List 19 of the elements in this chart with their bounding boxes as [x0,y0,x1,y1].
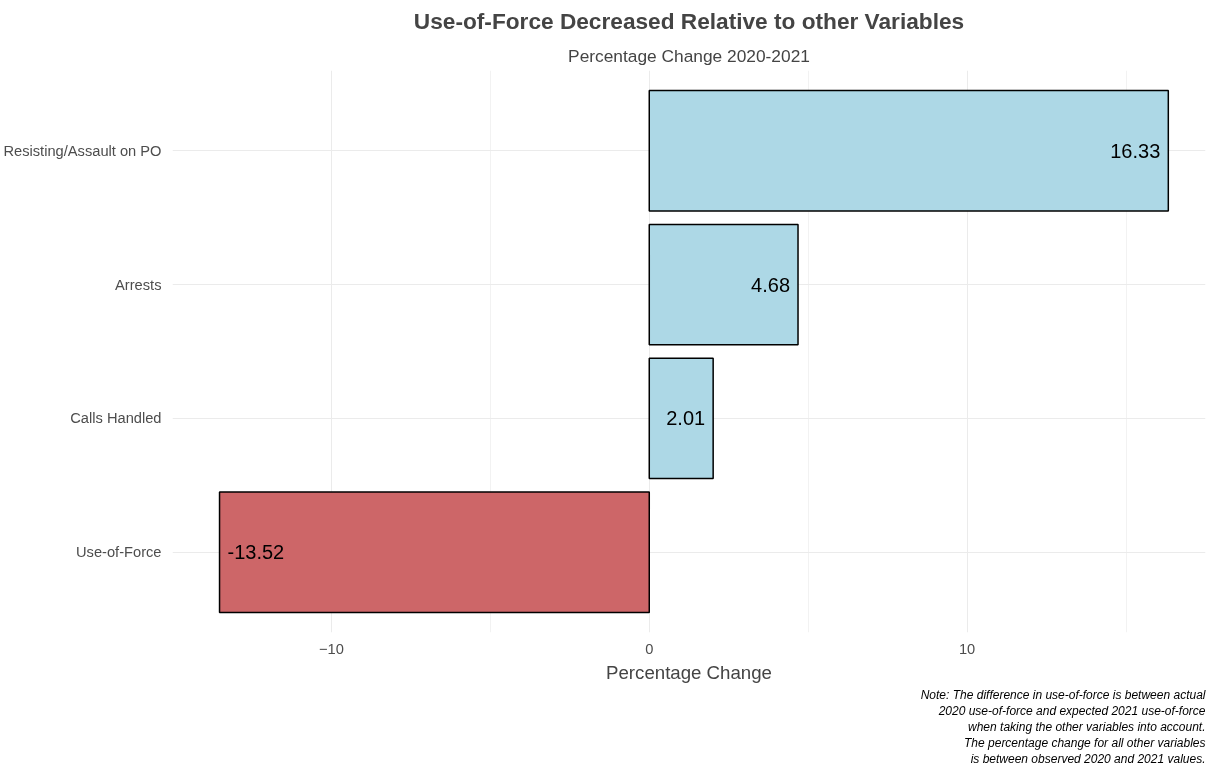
bar [648,89,1170,212]
text: Note: The difference in use-of-force is between actual 2020 use-of-force and expected 2021 use-of-force when taking the other variables into account. The percentage change for all other variables is between observed 2020 and 2021 values. [920,687,1206,766]
y-tick-label: Resisting/Assault on PO [3,142,162,159]
data-label: 2.01 [666,407,706,430]
chart-title: Use-of-Force Decreased Relative to other Variables [413,7,965,34]
data-label: 16.33 [1110,139,1161,162]
data-label: -13.52 [227,541,285,564]
y-tick-label: Calls Handled [70,410,162,427]
x-tick-label: −10 [318,640,344,657]
bar [648,223,799,346]
y-tick-label: Use-of-Force [75,544,162,561]
x-tick-label: 10 [958,640,976,657]
x-axis-title: Percentage Change [606,661,772,683]
y-tick-label: Arrests [115,276,162,293]
x-tick-label: 0 [645,640,654,657]
bar [648,357,714,480]
data-label: 4.68 [751,273,791,296]
bar [218,491,651,614]
chart-subtitle: Percentage Change 2020-2021 [568,45,810,66]
